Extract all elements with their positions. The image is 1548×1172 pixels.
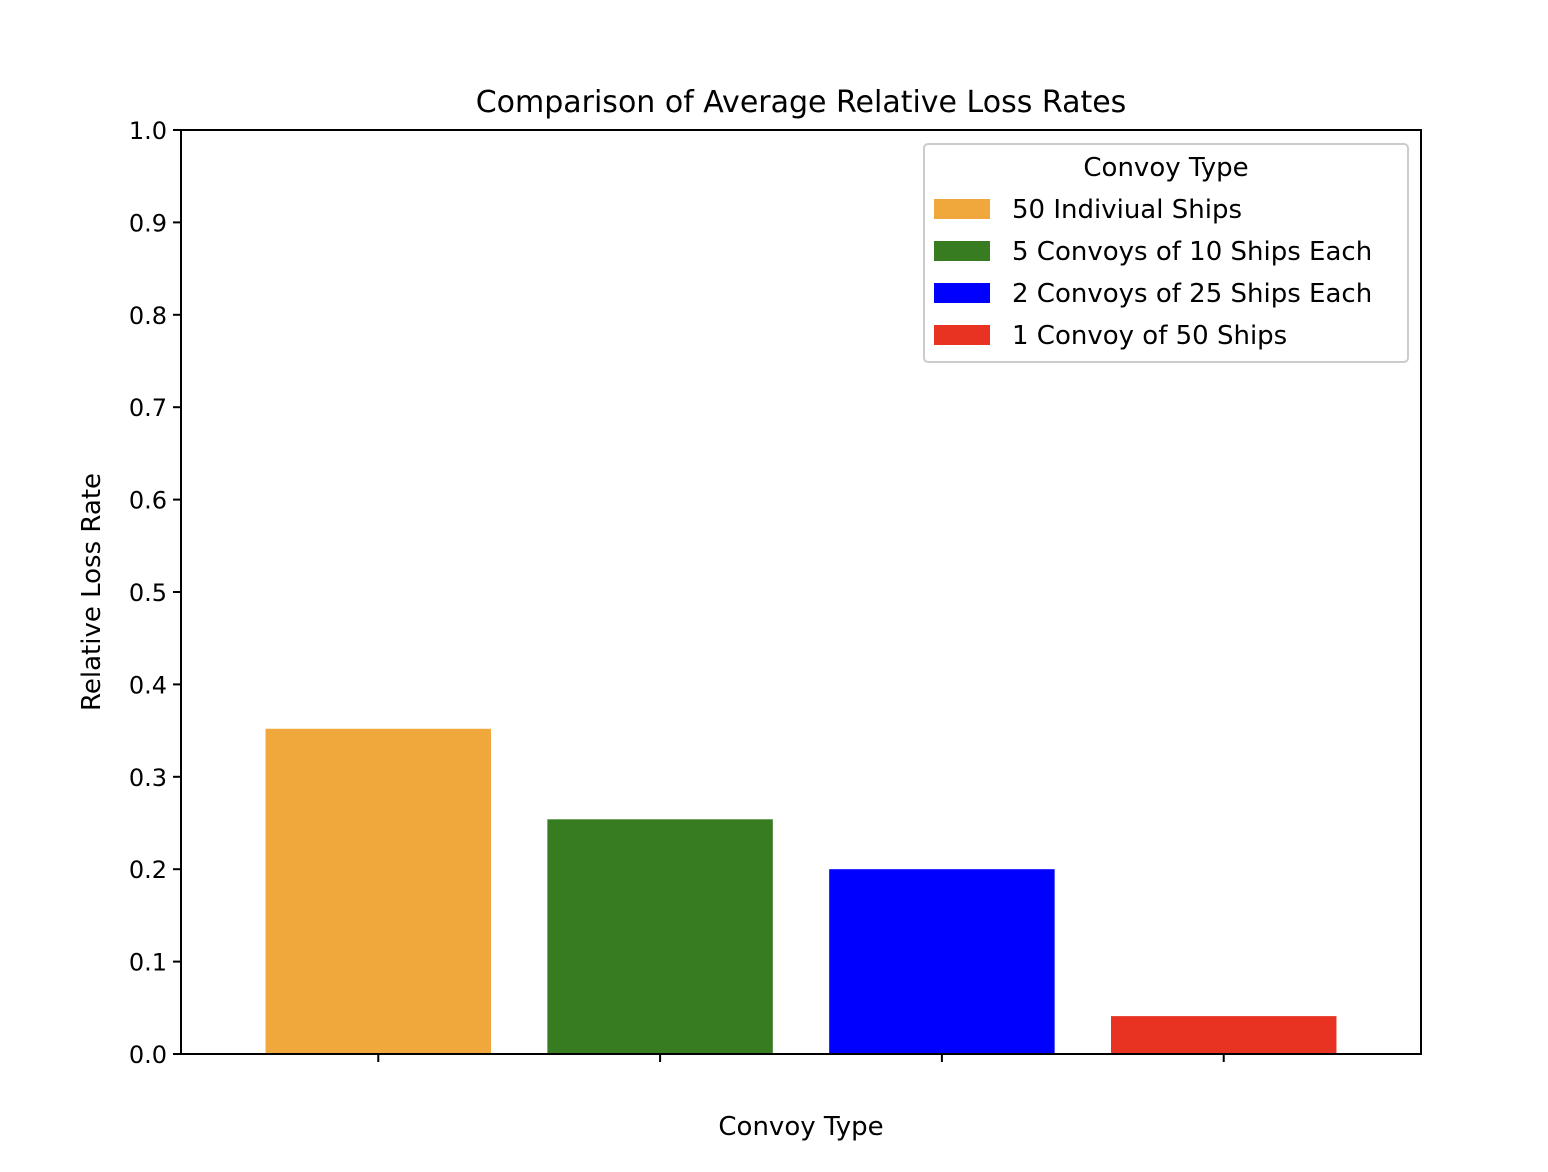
y-tick-label: 0.1 bbox=[129, 949, 167, 977]
y-tick-label: 0.5 bbox=[129, 579, 167, 607]
legend-label: 50 Indiviual Ships bbox=[1012, 195, 1242, 225]
chart-title: Comparison of Average Relative Loss Rate… bbox=[476, 85, 1127, 120]
y-tick-label: 1.0 bbox=[129, 117, 167, 145]
legend-swatch bbox=[934, 325, 990, 345]
bar bbox=[547, 819, 773, 1054]
legend-swatch bbox=[934, 199, 990, 219]
bar bbox=[829, 869, 1055, 1054]
y-tick-label: 0.9 bbox=[129, 209, 167, 237]
plot-frame bbox=[180, 129, 1422, 1055]
bars bbox=[265, 728, 1337, 1054]
y-tick-label: 0.2 bbox=[129, 856, 167, 884]
y-axis-label: Relative Loss Rate bbox=[77, 473, 107, 711]
bar bbox=[1111, 1016, 1337, 1054]
legend-box bbox=[923, 143, 1409, 363]
legend-swatch bbox=[934, 283, 990, 303]
legend-swatch bbox=[934, 241, 990, 261]
legend-title: Convoy Type bbox=[1083, 153, 1248, 183]
legend-items: 50 Indiviual Ships 5 Convoys of 10 Ships … bbox=[934, 195, 1372, 351]
y-tick-label: 0.7 bbox=[129, 394, 167, 422]
legend-label: 2 Convoys of 25 Ships Each bbox=[1012, 279, 1372, 309]
x-axis-label: Convoy Type bbox=[718, 1112, 883, 1142]
legend-label: 1 Convoy of 50 Ships bbox=[1012, 321, 1287, 351]
y-tick-label: 0.4 bbox=[129, 671, 167, 699]
legend: Convoy Type 50 Indiviual Ships 5 Convoys … bbox=[923, 143, 1409, 363]
bar bbox=[265, 728, 491, 1054]
y-tick-label: 0.6 bbox=[129, 487, 167, 515]
y-tick-label: 0.3 bbox=[129, 764, 167, 792]
y-tick-label: 0.8 bbox=[129, 302, 167, 330]
legend-label: 5 Convoys of 10 Ships Each bbox=[1012, 237, 1372, 267]
y-tick-label: 0.0 bbox=[129, 1041, 167, 1069]
x-axis-ticks bbox=[377, 1054, 1225, 1062]
y-axis-ticks: 0.0 0.1 0.2 0.3 0.4 0.5 0.6 0.7 0.8 0.9 1.0 bbox=[129, 117, 181, 1069]
